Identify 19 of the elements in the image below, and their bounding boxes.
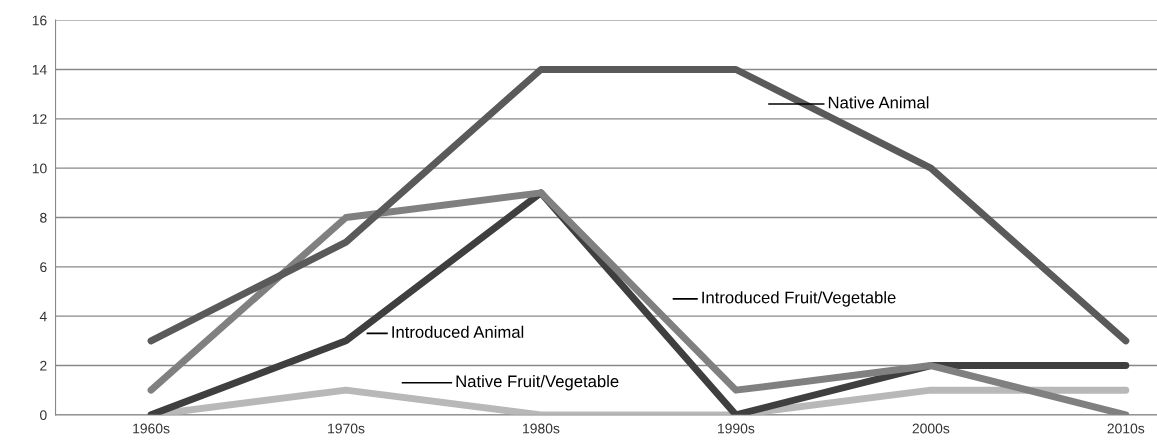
y-tick-label: 16 [32,15,47,26]
series-label: Native Animal [828,96,929,109]
y-tick-label: 8 [40,212,47,223]
y-tick-label: 2 [40,360,47,371]
series-label: Introduced Animal [392,325,524,338]
y-tick-label: 4 [39,311,47,322]
x-tick-label: 1980s [523,423,560,434]
text: Introduced Fruit/Vegetable [702,291,896,307]
y-tick-label: 10 [32,163,47,174]
x-tick-label: 2010s [1107,423,1145,434]
y-tick-label: 6 [40,262,47,273]
y-tick-label: 12 [32,114,47,124]
x-tick-label: 1970s [328,423,365,434]
x-tick-label: 1990s [718,423,755,434]
x-tick-label: 1960s [133,423,170,434]
y-tick-label: 0 [40,410,47,421]
series-label: Native Fruit/Vegetable [456,375,619,391]
y-tick-label: 14 [32,64,47,75]
x-tick-label: 2000s [912,423,950,434]
